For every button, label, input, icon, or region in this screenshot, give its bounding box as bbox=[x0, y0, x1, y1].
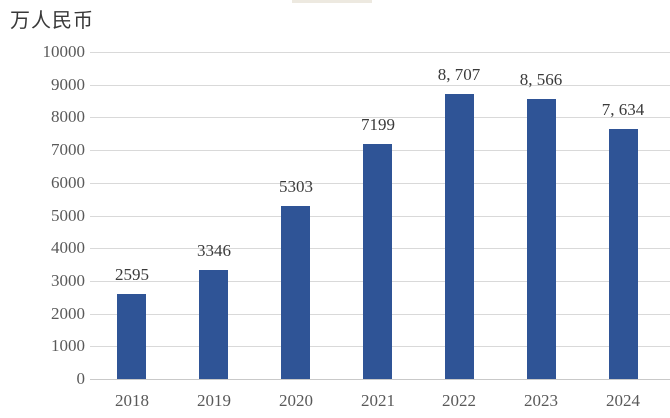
bar bbox=[117, 294, 146, 379]
y-axis-tick-label: 7000 bbox=[51, 140, 85, 159]
bar-value-label: 8, 707 bbox=[437, 65, 481, 84]
bar bbox=[445, 94, 474, 379]
x-axis-label: 2021 bbox=[361, 391, 395, 410]
bar-value-label: 2595 bbox=[115, 265, 149, 284]
bar-value-label: 7199 bbox=[361, 115, 395, 134]
x-axis-label: 2018 bbox=[115, 391, 149, 410]
y-axis-tick-label: 10000 bbox=[42, 42, 86, 61]
y-axis-tick-label: 6000 bbox=[51, 173, 85, 192]
x-axis-label: 2020 bbox=[279, 391, 313, 410]
bar bbox=[281, 206, 310, 379]
y-axis-tick-label: 2000 bbox=[51, 304, 85, 323]
x-axis-label: 2023 bbox=[524, 391, 558, 410]
bar-value-label: 3346 bbox=[197, 241, 231, 260]
y-axis-tick-label: 1000 bbox=[51, 336, 85, 355]
y-axis-tick-label: 3000 bbox=[51, 271, 85, 290]
x-axis-label: 2024 bbox=[606, 391, 640, 410]
gridline bbox=[90, 85, 670, 86]
y-axis-tick-label: 0 bbox=[76, 369, 86, 388]
y-axis-tick-label: 9000 bbox=[51, 75, 85, 94]
bar bbox=[363, 144, 392, 379]
cropped-artifact-strip bbox=[292, 0, 372, 3]
y-axis-unit-label: 万人民币 bbox=[10, 10, 94, 32]
x-axis-label: 2019 bbox=[197, 391, 231, 410]
bar-value-label: 5303 bbox=[279, 177, 313, 196]
bar-value-label: 8, 566 bbox=[519, 70, 563, 89]
gridline bbox=[90, 52, 670, 53]
y-axis-tick-label: 5000 bbox=[51, 206, 85, 225]
y-axis-tick-label: 8000 bbox=[51, 107, 85, 126]
y-axis-tick-label: 4000 bbox=[51, 238, 85, 257]
bar bbox=[527, 99, 556, 379]
bar-value-label: 7, 634 bbox=[601, 100, 645, 119]
x-axis-label: 2022 bbox=[442, 391, 476, 410]
gridline bbox=[90, 379, 670, 380]
bar bbox=[199, 270, 228, 379]
bar bbox=[609, 129, 638, 379]
gridline bbox=[90, 117, 670, 118]
